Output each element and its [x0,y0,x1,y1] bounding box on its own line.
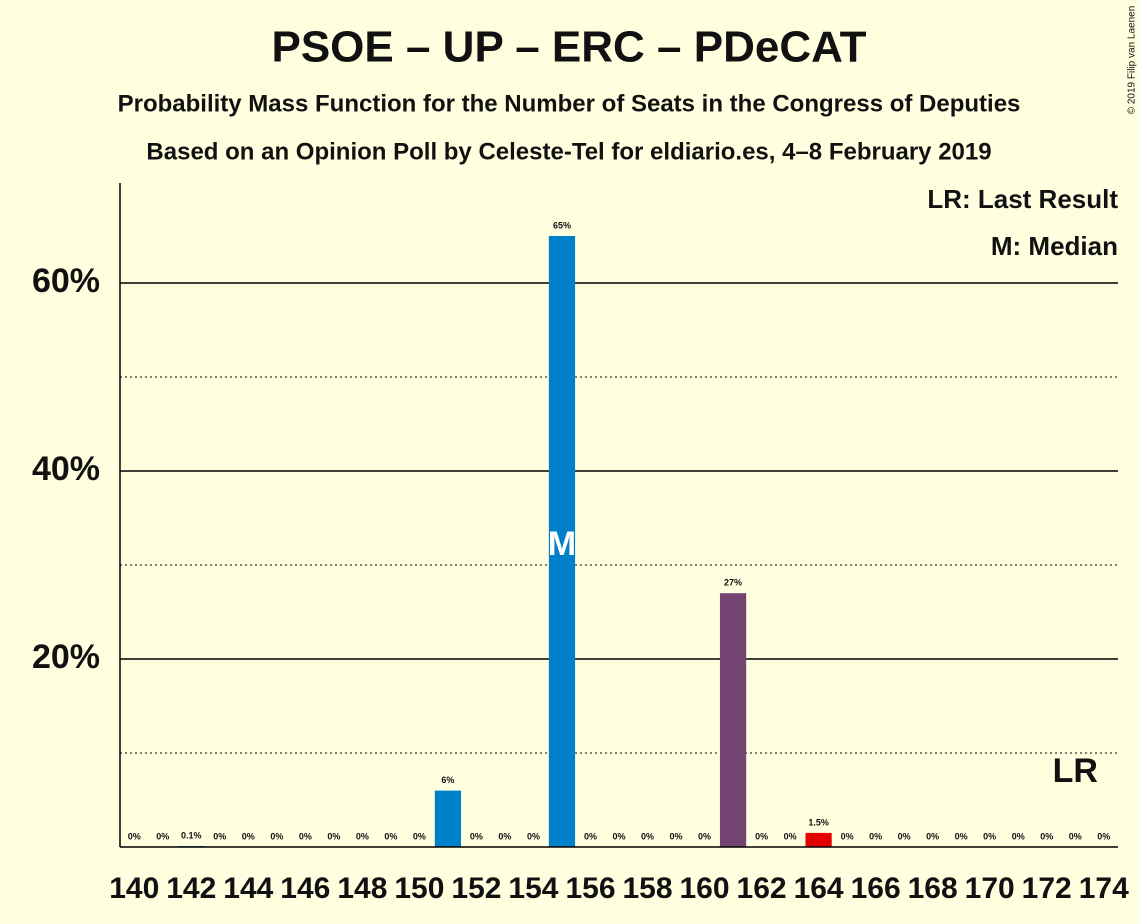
x-tick-label: 140 [109,872,159,905]
y-tick-label: 20% [32,638,100,676]
legend-entry: M: Median [991,231,1118,261]
x-tick-label: 146 [280,872,330,905]
value-label: 0% [955,831,968,841]
x-tick-label: 144 [223,872,273,905]
copyright: © 2019 Filip van Laenen [1127,6,1138,115]
x-tick-label: 142 [166,872,216,905]
value-label: 0% [384,831,397,841]
last-result-marker: LR [1053,752,1098,790]
x-tick-label: 150 [394,872,444,905]
value-label: 0% [841,831,854,841]
x-tick-label: 168 [908,872,958,905]
x-tick-label: 166 [851,872,901,905]
value-label: 0% [584,831,597,841]
value-label: 0% [470,831,483,841]
value-label: 0% [356,831,369,841]
x-tick-label: 170 [965,872,1015,905]
value-label: 6% [441,775,454,785]
bar [719,593,747,847]
value-label: 0% [299,831,312,841]
x-tick-label: 162 [737,872,787,905]
y-tick-label: 40% [32,450,100,488]
value-label: 0% [1069,831,1082,841]
bar [434,790,462,847]
value-label: 0% [156,831,169,841]
legend-entry: LR: Last Result [927,184,1118,214]
value-label: 0% [670,831,683,841]
value-label: 0% [327,831,340,841]
value-label: 0% [413,831,426,841]
value-label: 0% [983,831,996,841]
value-label: 0% [1040,831,1053,841]
value-label: 0% [270,831,283,841]
value-label: 0% [213,831,226,841]
y-tick-label: 60% [32,262,100,300]
chart-title: PSOE – UP – ERC – PDeCAT [271,23,866,72]
x-tick-label: 152 [451,872,501,905]
value-label: 0% [242,831,255,841]
value-label: 0% [612,831,625,841]
x-tick-label: 148 [337,872,387,905]
x-tick-label: 172 [1022,872,1072,905]
value-label: 0% [926,831,939,841]
value-label: 0% [527,831,540,841]
value-label: 0% [1012,831,1025,841]
value-label: 0% [128,831,141,841]
x-tick-label: 174 [1079,872,1129,905]
value-label: 65% [553,220,571,230]
median-marker: M [548,525,576,563]
value-label: 0% [1097,831,1110,841]
bar [805,832,832,847]
chart-subtitle: Based on an Opinion Poll by Celeste-Tel … [146,138,991,165]
x-tick-label: 156 [565,872,615,905]
value-label: 27% [724,578,742,588]
value-label: 0% [698,831,711,841]
bar [548,236,576,847]
x-tick-label: 154 [508,872,558,905]
value-label: 0% [784,831,797,841]
value-label: 0% [755,831,768,841]
value-label: 0% [641,831,654,841]
x-tick-label: 164 [794,872,844,905]
value-label: 0.1% [181,830,202,840]
x-tick-label: 160 [680,872,730,905]
chart-subtitle: Probability Mass Function for the Number… [118,90,1021,117]
value-label: 0% [498,831,511,841]
x-tick-label: 158 [622,872,672,905]
value-label: 1.5% [808,817,829,827]
value-label: 0% [869,831,882,841]
value-label: 0% [898,831,911,841]
